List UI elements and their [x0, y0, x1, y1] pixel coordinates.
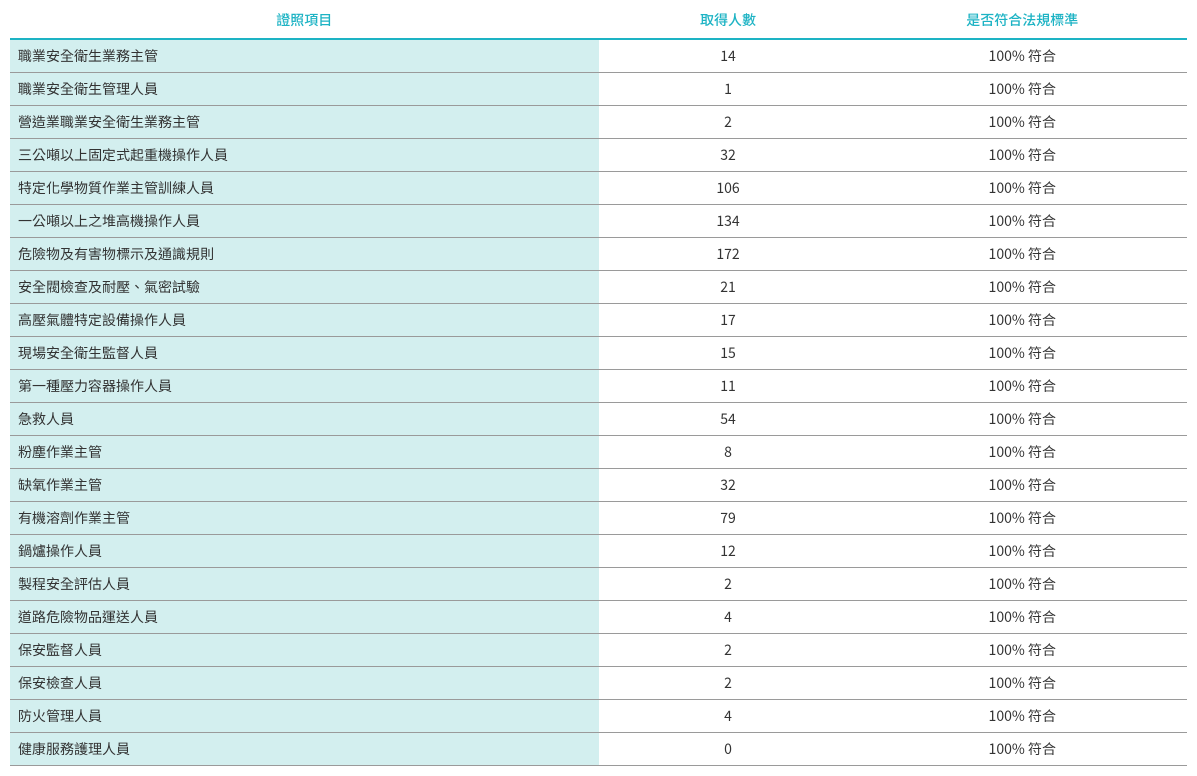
cell-count: 54	[599, 403, 858, 436]
cell-compliance: 100% 符合	[857, 106, 1187, 139]
cell-count: 2	[599, 106, 858, 139]
cell-compliance: 100% 符合	[857, 502, 1187, 535]
cell-compliance: 100% 符合	[857, 73, 1187, 106]
cell-item: 安全閥檢查及耐壓、氣密試驗	[10, 271, 599, 304]
certification-table-container: 證照項目 取得人數 是否符合法規標準 職業安全衛生業務主管14100% 符合職業…	[0, 0, 1197, 776]
cell-compliance: 100% 符合	[857, 39, 1187, 73]
cell-compliance: 100% 符合	[857, 304, 1187, 337]
cell-compliance: 100% 符合	[857, 172, 1187, 205]
table-row: 急救人員54100% 符合	[10, 403, 1187, 436]
cell-item: 防火管理人員	[10, 700, 599, 733]
cell-count: 4	[599, 700, 858, 733]
cell-item: 高壓氣體特定設備操作人員	[10, 304, 599, 337]
cell-count: 106	[599, 172, 858, 205]
cell-count: 172	[599, 238, 858, 271]
table-row: 製程安全評估人員2100% 符合	[10, 568, 1187, 601]
table-row: 第一種壓力容器操作人員11100% 符合	[10, 370, 1187, 403]
table-body: 職業安全衛生業務主管14100% 符合職業安全衛生管理人員1100% 符合營造業…	[10, 39, 1187, 766]
cell-compliance: 100% 符合	[857, 370, 1187, 403]
cell-count: 2	[599, 634, 858, 667]
cell-count: 79	[599, 502, 858, 535]
cell-item: 一公噸以上之堆高機操作人員	[10, 205, 599, 238]
cell-count: 134	[599, 205, 858, 238]
table-row: 粉塵作業主管8100% 符合	[10, 436, 1187, 469]
cell-item: 急救人員	[10, 403, 599, 436]
table-row: 三公噸以上固定式起重機操作人員32100% 符合	[10, 139, 1187, 172]
cell-count: 2	[599, 667, 858, 700]
table-row: 防火管理人員4100% 符合	[10, 700, 1187, 733]
cell-item: 健康服務護理人員	[10, 733, 599, 766]
cell-item: 特定化學物質作業主管訓練人員	[10, 172, 599, 205]
cell-compliance: 100% 符合	[857, 271, 1187, 304]
cell-item: 三公噸以上固定式起重機操作人員	[10, 139, 599, 172]
cell-count: 2	[599, 568, 858, 601]
cell-count: 0	[599, 733, 858, 766]
table-row: 營造業職業安全衛生業務主管2100% 符合	[10, 106, 1187, 139]
col-header-count: 取得人數	[599, 2, 858, 39]
cell-compliance: 100% 符合	[857, 733, 1187, 766]
cell-count: 14	[599, 39, 858, 73]
certification-table: 證照項目 取得人數 是否符合法規標準 職業安全衛生業務主管14100% 符合職業…	[10, 2, 1187, 766]
table-header: 證照項目 取得人數 是否符合法規標準	[10, 2, 1187, 39]
cell-item: 現場安全衛生監督人員	[10, 337, 599, 370]
table-row: 缺氧作業主管32100% 符合	[10, 469, 1187, 502]
cell-compliance: 100% 符合	[857, 139, 1187, 172]
cell-item: 道路危險物品運送人員	[10, 601, 599, 634]
cell-item: 危險物及有害物標示及通識規則	[10, 238, 599, 271]
table-row: 安全閥檢查及耐壓、氣密試驗21100% 符合	[10, 271, 1187, 304]
col-header-compliance: 是否符合法規標準	[857, 2, 1187, 39]
table-row: 保安檢查人員2100% 符合	[10, 667, 1187, 700]
cell-item: 保安檢查人員	[10, 667, 599, 700]
cell-count: 8	[599, 436, 858, 469]
cell-item: 營造業職業安全衛生業務主管	[10, 106, 599, 139]
cell-count: 17	[599, 304, 858, 337]
table-row: 現場安全衛生監督人員15100% 符合	[10, 337, 1187, 370]
table-row: 危險物及有害物標示及通識規則172100% 符合	[10, 238, 1187, 271]
cell-count: 32	[599, 139, 858, 172]
table-row: 特定化學物質作業主管訓練人員106100% 符合	[10, 172, 1187, 205]
cell-compliance: 100% 符合	[857, 634, 1187, 667]
cell-item: 有機溶劑作業主管	[10, 502, 599, 535]
table-row: 職業安全衛生管理人員1100% 符合	[10, 73, 1187, 106]
cell-count: 15	[599, 337, 858, 370]
table-row: 鍋爐操作人員12100% 符合	[10, 535, 1187, 568]
cell-compliance: 100% 符合	[857, 403, 1187, 436]
cell-item: 第一種壓力容器操作人員	[10, 370, 599, 403]
cell-item: 缺氧作業主管	[10, 469, 599, 502]
table-row: 有機溶劑作業主管79100% 符合	[10, 502, 1187, 535]
cell-compliance: 100% 符合	[857, 469, 1187, 502]
table-row: 一公噸以上之堆高機操作人員134100% 符合	[10, 205, 1187, 238]
cell-item: 粉塵作業主管	[10, 436, 599, 469]
table-row: 健康服務護理人員0100% 符合	[10, 733, 1187, 766]
col-header-item: 證照項目	[10, 2, 599, 39]
cell-count: 21	[599, 271, 858, 304]
cell-count: 4	[599, 601, 858, 634]
cell-count: 12	[599, 535, 858, 568]
cell-compliance: 100% 符合	[857, 601, 1187, 634]
table-header-row: 證照項目 取得人數 是否符合法規標準	[10, 2, 1187, 39]
cell-compliance: 100% 符合	[857, 337, 1187, 370]
table-row: 職業安全衛生業務主管14100% 符合	[10, 39, 1187, 73]
cell-compliance: 100% 符合	[857, 436, 1187, 469]
cell-item: 職業安全衛生業務主管	[10, 39, 599, 73]
cell-item: 保安監督人員	[10, 634, 599, 667]
cell-item: 製程安全評估人員	[10, 568, 599, 601]
cell-compliance: 100% 符合	[857, 667, 1187, 700]
cell-compliance: 100% 符合	[857, 535, 1187, 568]
cell-count: 11	[599, 370, 858, 403]
table-row: 保安監督人員2100% 符合	[10, 634, 1187, 667]
cell-compliance: 100% 符合	[857, 700, 1187, 733]
table-row: 高壓氣體特定設備操作人員17100% 符合	[10, 304, 1187, 337]
cell-item: 鍋爐操作人員	[10, 535, 599, 568]
cell-compliance: 100% 符合	[857, 238, 1187, 271]
cell-count: 1	[599, 73, 858, 106]
cell-item: 職業安全衛生管理人員	[10, 73, 599, 106]
cell-count: 32	[599, 469, 858, 502]
cell-compliance: 100% 符合	[857, 205, 1187, 238]
cell-compliance: 100% 符合	[857, 568, 1187, 601]
table-row: 道路危險物品運送人員4100% 符合	[10, 601, 1187, 634]
